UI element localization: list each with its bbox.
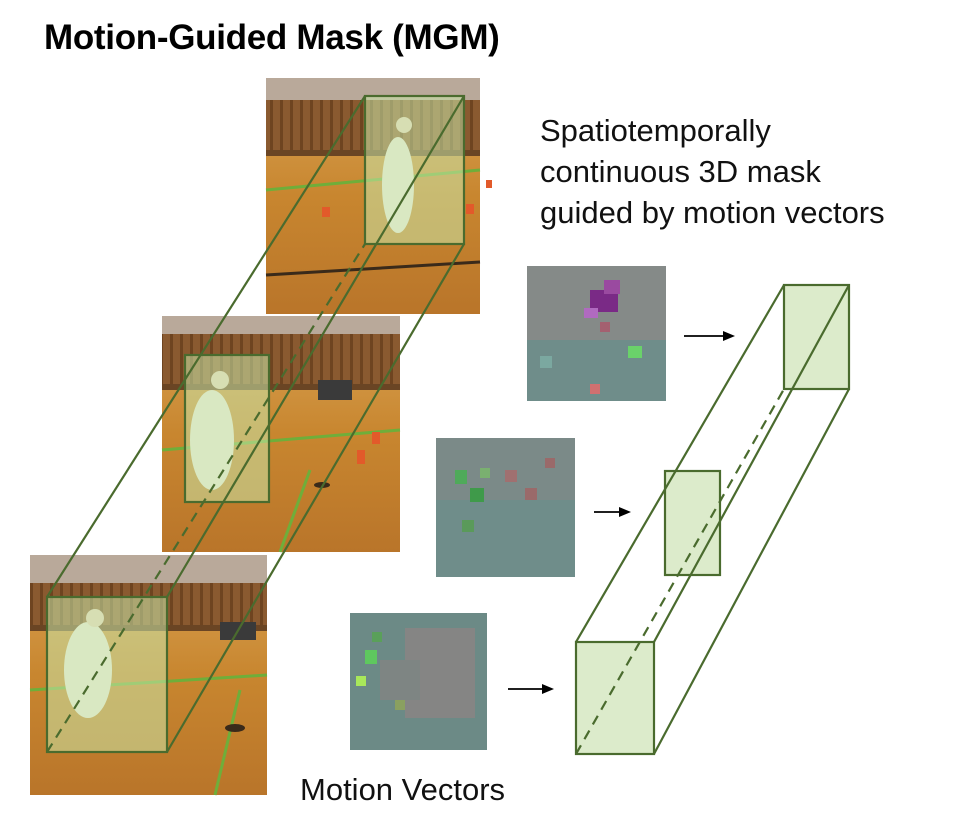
- right-arrow-icon: [684, 331, 735, 341]
- motion-vector-map-3: [350, 613, 487, 750]
- description-line-2: continuous 3D mask: [540, 154, 821, 189]
- right-arrow-icon: [508, 684, 554, 694]
- motion-vector-map-2: [436, 438, 575, 577]
- mask-description: Spatiotemporally continuous 3D mask guid…: [540, 110, 885, 233]
- mask-region-frame-2: [183, 353, 271, 504]
- mask-region-frame-1: [363, 94, 466, 246]
- mask-slice-front: [574, 640, 656, 756]
- mask-slice-back: [782, 283, 851, 391]
- description-line-3: guided by motion vectors: [540, 195, 885, 230]
- left-mask-volume-edges: [46, 95, 465, 753]
- mask-region-frame-3: [45, 595, 169, 754]
- mask-slice-middle: [663, 469, 722, 577]
- figure-title: Motion-Guided Mask (MGM): [44, 18, 500, 57]
- motion-vectors-label: Motion Vectors: [300, 772, 506, 807]
- 3d-mask-volume: [574, 283, 851, 756]
- right-arrow-icon: [594, 507, 631, 517]
- description-line-1: Spatiotemporally: [540, 113, 771, 148]
- motion-vector-map-1: [527, 266, 666, 401]
